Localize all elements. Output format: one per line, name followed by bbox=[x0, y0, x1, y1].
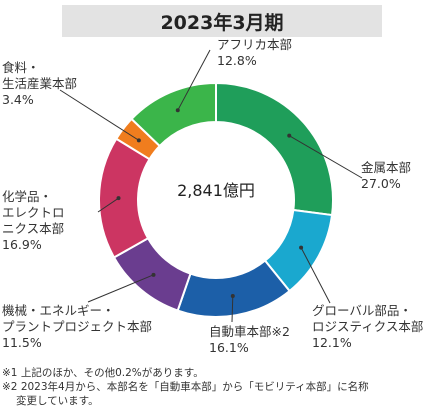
donut-slices bbox=[98, 81, 334, 318]
leader-dot-metals bbox=[287, 133, 292, 138]
leader-line-africa bbox=[177, 49, 211, 111]
slice-name-line: 化学品・ bbox=[2, 189, 53, 204]
slice-label-africa: アフリカ本部 12.8% bbox=[217, 37, 292, 69]
slice-name-line: グローバル部品・ bbox=[312, 303, 412, 318]
slice-name-line: 金属本部 bbox=[361, 160, 412, 175]
footnote-1: ※1 上記のほか、その他0.2%があります。 bbox=[2, 367, 204, 379]
slice-name-line: プラントプロジェクト本部 bbox=[2, 319, 153, 334]
donut-slice-chemicals bbox=[98, 137, 151, 259]
footnote-2-continued: 変更しています。 bbox=[16, 395, 99, 407]
leader-dot-africa bbox=[175, 108, 180, 113]
donut-slice-automotive bbox=[176, 259, 291, 318]
slice-label-chemicals-electronics: 化学品・ エレクトロ ニクス本部 16.9% bbox=[2, 189, 65, 253]
slice-value: 16.9% bbox=[2, 237, 42, 252]
slice-value: 12.8% bbox=[217, 53, 257, 68]
slice-label-automotive: 自動車本部※2 16.1% bbox=[209, 324, 290, 356]
footnotes: ※1 上記のほか、その他0.2%があります。 ※2 2023年4月から、本部名を… bbox=[2, 366, 369, 408]
slice-value: 12.1% bbox=[312, 335, 352, 350]
slice-name-line: 自動車本部※2 bbox=[209, 324, 290, 339]
slice-name-line: ロジスティクス本部 bbox=[312, 319, 424, 334]
chart-title: 2023年3月期 bbox=[62, 5, 382, 37]
slice-value: 3.4% bbox=[2, 92, 34, 107]
slice-value: 11.5% bbox=[2, 335, 42, 350]
leader-line-food bbox=[59, 89, 140, 141]
leader-dot-machinery bbox=[151, 272, 156, 277]
leader-dot-automotive bbox=[230, 294, 235, 299]
slice-name-line: アフリカ本部 bbox=[217, 37, 293, 52]
leader-dot-global-parts bbox=[299, 245, 304, 250]
slice-value: 27.0% bbox=[361, 176, 401, 191]
slice-name-line: 食料・ bbox=[2, 60, 40, 75]
slice-name-line: エレクトロ bbox=[2, 205, 65, 220]
slice-name-line: ニクス本部 bbox=[2, 221, 65, 236]
center-total-label: 2,841億円 bbox=[177, 181, 255, 200]
leader-dot-chemicals bbox=[116, 196, 121, 201]
slice-label-machinery-energy-plant: 機械・エネルギー・ プラントプロジェクト本部 11.5% bbox=[2, 303, 152, 351]
leader-line-metals bbox=[288, 135, 363, 179]
slice-label-metals: 金属本部 27.0% bbox=[361, 160, 411, 192]
leader-lines bbox=[59, 49, 363, 323]
slice-value: 16.1% bbox=[209, 340, 249, 355]
leader-dot-food bbox=[136, 138, 141, 143]
leader-line-automotive bbox=[231, 296, 234, 323]
slice-name-line: 機械・エネルギー・ bbox=[2, 303, 115, 318]
slice-label-food-lifestyle: 食料・ 生活産業本部 3.4% bbox=[2, 60, 77, 108]
donut-slice-africa bbox=[130, 81, 217, 148]
footnote-2: ※2 2023年4月から、本部名を「自動車本部」から「モビリティ本部」に名称 bbox=[2, 381, 369, 393]
leader-line-chemicals bbox=[97, 197, 119, 213]
leader-line-machinery bbox=[87, 274, 154, 303]
slice-label-global-parts-logistics: グローバル部品・ ロジスティクス本部 12.1% bbox=[312, 303, 423, 351]
slice-name-line: 生活産業本部 bbox=[2, 76, 78, 91]
leader-line-global-parts bbox=[300, 247, 331, 304]
